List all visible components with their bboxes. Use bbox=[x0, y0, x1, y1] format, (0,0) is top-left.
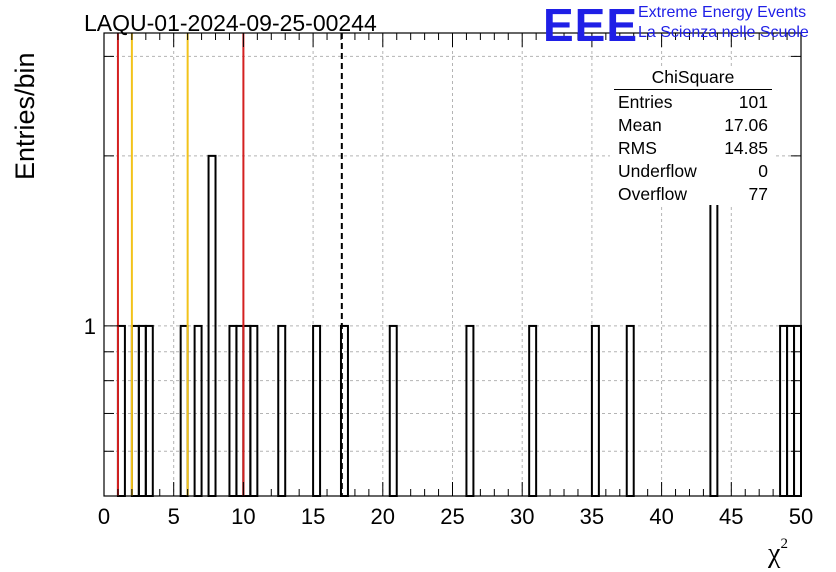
stats-box-title: ChiSquare bbox=[614, 66, 772, 90]
axis-ticks: 0 5 10 15 20 25 30 35 40 45 50 1 bbox=[84, 33, 813, 529]
stats-key: Overflow bbox=[618, 184, 688, 204]
stats-box: ChiSquare Entries 101 Mean 17.06 RMS 14.… bbox=[610, 66, 776, 205]
run-title: LAQU-01-2024-09-25-00244 bbox=[84, 10, 377, 36]
stats-key: Entries bbox=[618, 92, 673, 112]
x-tick-label: 40 bbox=[649, 504, 673, 529]
stats-value: 77 bbox=[748, 184, 768, 204]
x-tick-label: 0 bbox=[98, 504, 110, 529]
x-tick-label: 25 bbox=[440, 504, 464, 529]
stats-row-underflow: Underflow 0 bbox=[610, 159, 776, 182]
x-tick-label: 30 bbox=[510, 504, 534, 529]
stats-value: 0 bbox=[758, 161, 768, 181]
x-tick-label: 20 bbox=[371, 504, 395, 529]
stats-key: Mean bbox=[618, 115, 662, 135]
y-tick-label: 1 bbox=[84, 314, 96, 339]
x-tick-label: 10 bbox=[231, 504, 255, 529]
stats-value: 17.06 bbox=[724, 115, 768, 135]
x-axis-label-superscript: 2 bbox=[780, 536, 788, 552]
x-tick-label: 15 bbox=[301, 504, 325, 529]
stats-row-overflow: Overflow 77 bbox=[610, 182, 776, 205]
stats-value: 101 bbox=[738, 92, 768, 112]
stats-row-mean: Mean 17.06 bbox=[610, 113, 776, 136]
eee-logo-mark: EEE bbox=[543, 0, 639, 51]
stats-key: Underflow bbox=[618, 161, 697, 181]
x-axis-label: χ2 bbox=[768, 536, 788, 570]
logo-text-line1: Extreme Energy Events bbox=[638, 4, 807, 21]
eee-logo: EEE Extreme Energy Events La Scienza nel… bbox=[543, 0, 833, 51]
stats-row-rms: RMS 14.85 bbox=[610, 136, 776, 159]
stats-key: RMS bbox=[618, 138, 657, 158]
logo-text-line2: La Scienza nelle Scuole bbox=[638, 24, 809, 41]
x-tick-label: 5 bbox=[168, 504, 180, 529]
y-axis-label: Entries/bin bbox=[10, 52, 40, 180]
x-tick-label: 50 bbox=[789, 504, 813, 529]
x-axis-label-text: χ bbox=[768, 538, 781, 569]
stats-row-entries: Entries 101 bbox=[610, 90, 776, 113]
x-tick-label: 35 bbox=[580, 504, 604, 529]
reference-lines bbox=[116, 33, 343, 496]
stats-value: 14.85 bbox=[724, 138, 768, 158]
x-tick-label: 45 bbox=[719, 504, 743, 529]
